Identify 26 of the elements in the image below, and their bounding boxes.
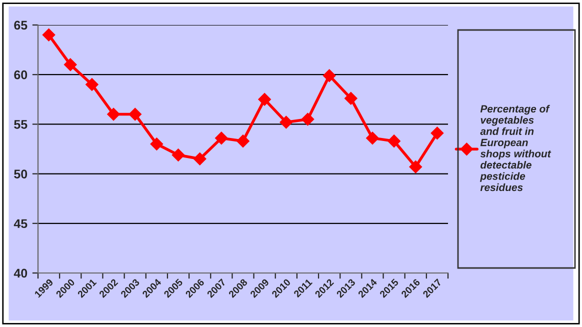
point [301,112,314,126]
point [150,138,164,150]
point [172,148,185,162]
point [388,134,400,148]
point [128,108,142,121]
point [107,108,120,121]
point [86,78,98,91]
point [258,92,271,106]
y-tick-label: 45 [14,219,28,228]
legend-label: Percentage of vegetables and fruit in European shops without detectable pesticide residues [480,104,552,192]
y-tick-label: 50 [14,170,28,178]
y-tick-label: 65 [14,20,28,30]
point [430,126,444,140]
point [193,152,206,166]
y-tick-label: 40 [14,268,28,278]
point [366,132,379,144]
y-tick-label: 55 [14,120,28,129]
point [42,28,56,42]
point [280,116,293,129]
point [64,58,77,72]
point [344,92,358,105]
point [322,69,336,82]
y-tick-label: 60 [14,70,28,80]
point [215,132,228,144]
point [236,134,250,148]
point [409,160,422,174]
